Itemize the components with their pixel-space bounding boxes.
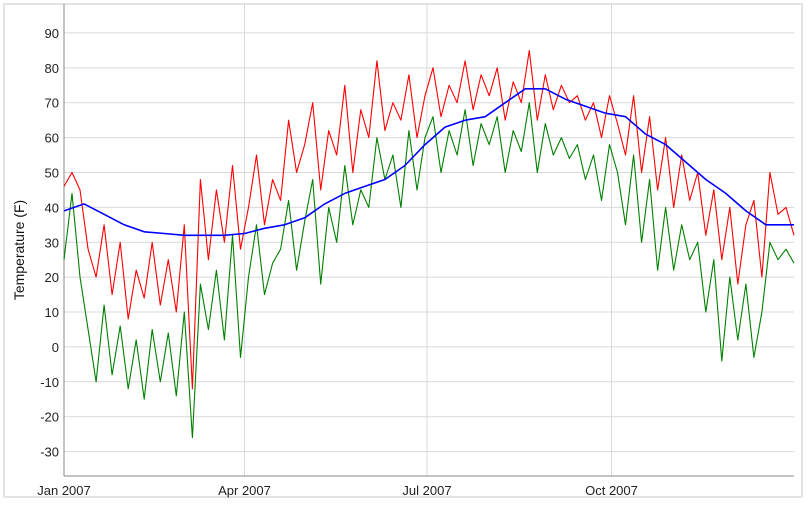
series-lines	[63, 49, 795, 439]
y-tick-label: -30	[40, 445, 59, 460]
x-tick-label: Oct 2007	[585, 483, 638, 498]
y-tick-label: 80	[45, 61, 59, 76]
y-tick-label: 50	[45, 165, 59, 180]
x-tick-label: Jan 2007	[37, 483, 91, 498]
max-temperature-line	[63, 49, 795, 390]
min-temperature-line	[63, 102, 795, 439]
y-tick-label: 20	[45, 270, 59, 285]
x-tick-label: Jul 2007	[402, 483, 451, 498]
average-temperature-line	[63, 88, 794, 237]
y-tick-label: -10	[40, 375, 59, 390]
y-tick-label: 70	[45, 96, 59, 111]
y-tick-label: -20	[40, 410, 59, 425]
y-tick-label: 10	[45, 305, 59, 320]
grid-lines	[63, 4, 794, 477]
y-tick-label: 30	[45, 235, 59, 250]
y-tick-label: 60	[45, 131, 59, 146]
x-tick-labels: Jan 2007 Apr 2007 Jul 2007 Oct 2007	[37, 483, 638, 498]
y-tick-label: 0	[52, 340, 59, 355]
y-tick-labels: -30 -20 -10 0 10 20 30 40 50 60 70 80 90	[40, 26, 59, 460]
chart-frame	[3, 3, 803, 498]
x-tick-label: Apr 2007	[218, 483, 271, 498]
y-axis-label: Temperature (F)	[11, 200, 27, 300]
y-tick-label: 90	[45, 26, 59, 41]
y-tick-label: 40	[45, 200, 59, 215]
